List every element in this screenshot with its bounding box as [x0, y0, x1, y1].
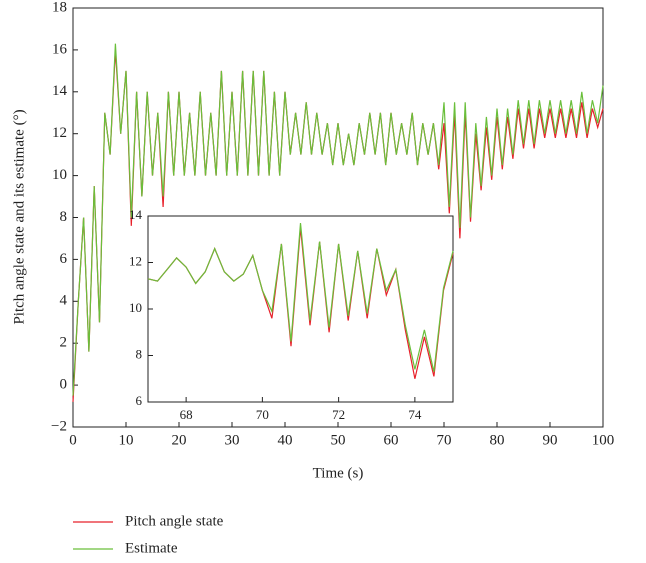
- y-tick-label: 12: [129, 253, 142, 268]
- data-line: [72, 43, 604, 396]
- x-tick-label: 50: [331, 432, 346, 448]
- x-tick-label: 30: [225, 432, 240, 448]
- y-tick-label: 6: [136, 393, 143, 408]
- legend-label: Estimate: [125, 540, 178, 556]
- y-tick-label: 16: [52, 41, 68, 57]
- y-tick-label: 8: [136, 346, 143, 361]
- y-tick-label: 10: [52, 167, 67, 183]
- x-tick-label: 70: [256, 407, 269, 422]
- x-axis-label: Time (s): [313, 465, 364, 481]
- y-tick-label: 2: [60, 335, 68, 351]
- y-tick-label: 4: [60, 293, 68, 309]
- x-tick-label: 60: [384, 432, 399, 448]
- y-tick-label: 14: [129, 207, 143, 222]
- y-tick-label: −2: [51, 418, 67, 434]
- x-tick-label: 72: [332, 407, 345, 422]
- x-tick-label: 70: [437, 432, 452, 448]
- y-axis-label: Pitch angle state and its estimate (°): [11, 109, 27, 324]
- y-tick-label: 8: [60, 209, 68, 225]
- legend-label: Pitch angle state: [125, 513, 224, 529]
- x-tick-label: 10: [119, 432, 134, 448]
- x-tick-label: 68: [180, 407, 193, 422]
- x-tick-label: 40: [278, 432, 293, 448]
- x-tick-label: 80: [490, 432, 505, 448]
- x-tick-label: 90: [543, 432, 558, 448]
- x-tick-label: 0: [69, 432, 77, 448]
- x-tick-label: 100: [592, 432, 615, 448]
- y-tick-label: 6: [60, 251, 68, 267]
- plot-area: [147, 215, 454, 403]
- y-tick-label: 14: [52, 83, 68, 99]
- y-tick-label: 0: [60, 377, 68, 393]
- y-tick-label: 12: [52, 125, 67, 141]
- y-tick-label: 18: [52, 0, 67, 15]
- x-tick-label: 20: [172, 432, 187, 448]
- y-tick-label: 10: [129, 300, 142, 315]
- x-tick-label: 74: [408, 407, 422, 422]
- data-line: [147, 222, 454, 372]
